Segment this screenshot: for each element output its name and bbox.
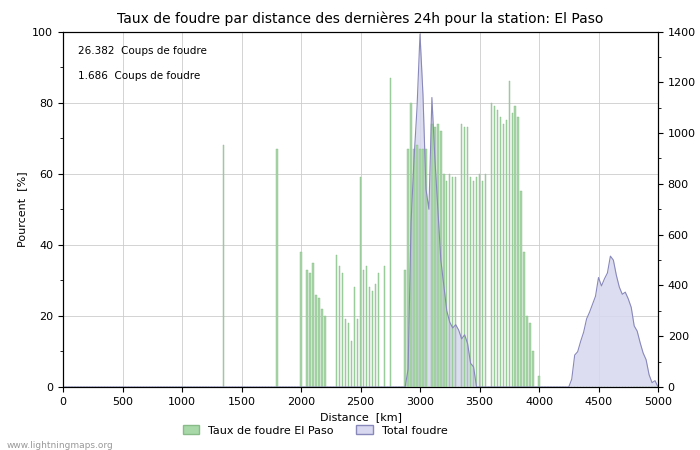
Bar: [470, 177, 471, 387]
Bar: [443, 174, 444, 387]
Bar: [422, 149, 423, 387]
Bar: [473, 181, 475, 387]
Bar: [484, 174, 486, 387]
Bar: [348, 323, 349, 387]
Bar: [455, 177, 456, 387]
Bar: [374, 284, 376, 387]
Bar: [512, 113, 513, 387]
Legend: Taux de foudre El Paso, Total foudre: Taux de foudre El Paso, Total foudre: [178, 421, 452, 440]
Bar: [434, 127, 435, 387]
Bar: [419, 149, 421, 387]
Bar: [318, 298, 320, 387]
Bar: [413, 149, 415, 387]
Bar: [452, 177, 454, 387]
Bar: [357, 320, 358, 387]
Bar: [300, 252, 302, 387]
Bar: [524, 252, 525, 387]
Bar: [384, 266, 385, 387]
Bar: [491, 103, 492, 387]
Bar: [354, 288, 356, 387]
Bar: [360, 177, 361, 387]
Bar: [336, 256, 337, 387]
Bar: [517, 117, 519, 387]
Bar: [496, 110, 498, 387]
Bar: [223, 145, 225, 387]
Bar: [500, 117, 501, 387]
Bar: [529, 323, 531, 387]
Bar: [476, 177, 477, 387]
Bar: [312, 262, 314, 387]
Bar: [405, 270, 406, 387]
Bar: [431, 124, 433, 387]
Bar: [494, 106, 495, 387]
Bar: [363, 270, 364, 387]
Bar: [526, 316, 528, 387]
X-axis label: Distance  [km]: Distance [km]: [319, 412, 402, 422]
Text: 1.686  Coups de foudre: 1.686 Coups de foudre: [78, 71, 200, 81]
Bar: [514, 106, 516, 387]
Bar: [339, 266, 340, 387]
Text: www.lightningmaps.org: www.lightningmaps.org: [7, 441, 113, 450]
Bar: [407, 149, 409, 387]
Bar: [505, 120, 507, 387]
Bar: [276, 149, 278, 387]
Bar: [520, 191, 522, 387]
Bar: [446, 181, 447, 387]
Bar: [467, 127, 468, 387]
Bar: [538, 376, 540, 387]
Title: Taux de foudre par distance des dernières 24h pour la station: El Paso: Taux de foudre par distance des dernière…: [118, 12, 603, 26]
Y-axis label: Nb: Nb: [699, 209, 700, 219]
Bar: [389, 78, 391, 387]
Bar: [309, 273, 311, 387]
Bar: [440, 131, 442, 387]
Bar: [449, 174, 451, 387]
Text: 26.382  Coups de foudre: 26.382 Coups de foudre: [78, 46, 206, 56]
Bar: [479, 174, 480, 387]
Bar: [508, 81, 510, 387]
Bar: [482, 181, 483, 387]
Bar: [306, 270, 308, 387]
Bar: [425, 149, 427, 387]
Bar: [416, 145, 418, 387]
Bar: [345, 320, 346, 387]
Bar: [315, 295, 316, 387]
Bar: [437, 124, 439, 387]
Bar: [532, 351, 534, 387]
Bar: [324, 316, 326, 387]
Bar: [342, 273, 344, 387]
Bar: [351, 341, 352, 387]
Bar: [461, 124, 463, 387]
Bar: [503, 124, 504, 387]
Bar: [321, 309, 323, 387]
Bar: [377, 273, 379, 387]
Bar: [464, 127, 466, 387]
Bar: [365, 266, 368, 387]
Bar: [372, 291, 373, 387]
Bar: [369, 288, 370, 387]
Y-axis label: Pourcent  [%]: Pourcent [%]: [17, 171, 27, 247]
Bar: [410, 103, 412, 387]
